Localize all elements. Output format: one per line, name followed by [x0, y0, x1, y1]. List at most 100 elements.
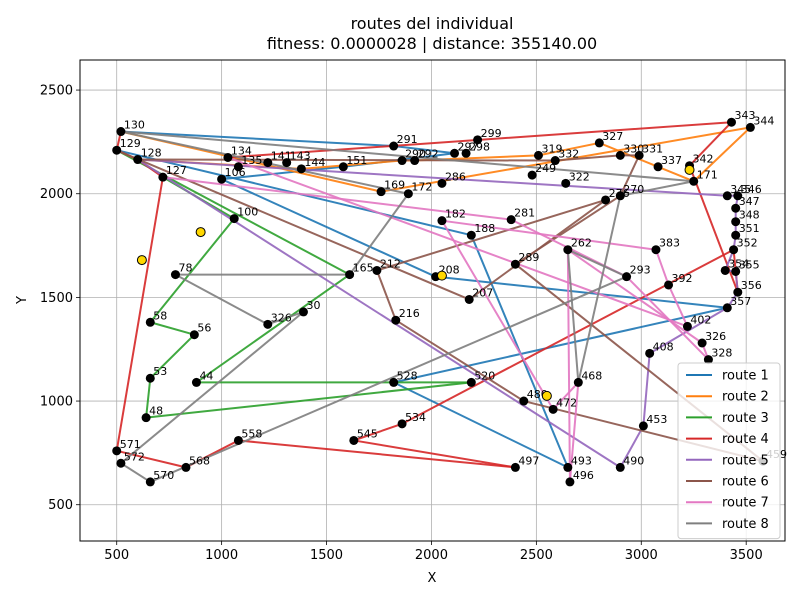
- route-segment: [149, 275, 628, 483]
- route-segment: [115, 449, 187, 469]
- customer-point: [550, 156, 560, 166]
- customer-point-label: 348: [739, 209, 760, 222]
- route-segment: [552, 381, 580, 411]
- customer-point: [338, 162, 348, 172]
- customer-point: [158, 172, 168, 182]
- customer-point: [682, 321, 692, 331]
- customer-point-label: 100: [237, 206, 258, 219]
- route-segment: [348, 192, 410, 276]
- customer-point: [116, 458, 126, 468]
- customer-point: [397, 156, 407, 166]
- plot-frame: [79, 59, 786, 542]
- customer-point: [145, 373, 155, 383]
- customer-point-label: 472: [556, 396, 577, 409]
- customer-point: [563, 462, 573, 472]
- customer-point-label: 343: [734, 109, 755, 122]
- route-segment: [434, 275, 729, 309]
- customer-point: [729, 245, 739, 255]
- x-tick-label: 1000: [205, 548, 238, 563]
- customer-point: [745, 122, 755, 132]
- customer-point: [563, 245, 573, 255]
- customer-point-label: 78: [178, 262, 192, 275]
- route-segment: [161, 176, 513, 221]
- customer-point: [282, 158, 292, 168]
- customer-point-label: 332: [558, 148, 579, 161]
- legend-label: route 2: [722, 390, 769, 405]
- route-segment: [352, 422, 404, 442]
- depot-point: [541, 390, 552, 401]
- customer-point-label: 571: [120, 438, 141, 451]
- customer-point: [263, 158, 273, 168]
- route-segment: [119, 130, 395, 148]
- customer-point: [112, 446, 122, 456]
- customer-point: [141, 413, 151, 423]
- customer-point: [349, 435, 359, 445]
- customer-point: [731, 230, 741, 240]
- customer-point-label: 327: [602, 130, 623, 143]
- y-tick-label: 2500: [40, 84, 73, 99]
- customer-point-label: 392: [672, 272, 693, 285]
- route-segment: [136, 158, 622, 469]
- legend-label: route 4: [722, 432, 769, 447]
- customer-point-label: 331: [642, 142, 663, 155]
- customer-point: [345, 270, 355, 280]
- axis-ticks: 500 1000 1500 2000 2500 3000 3500 500 1000 1500 20…: [40, 84, 763, 563]
- customer-point-label: 572: [124, 450, 145, 463]
- customer-point-label: 545: [357, 427, 378, 440]
- customer-point-label: 30: [306, 299, 320, 312]
- customer-point: [464, 294, 474, 304]
- customer-point-label: 298: [469, 140, 490, 153]
- x-tick-label: 500: [104, 548, 129, 563]
- customer-point-label: 383: [659, 237, 680, 250]
- route-segment: [625, 275, 710, 361]
- customer-point-label: 129: [120, 137, 141, 150]
- customer-point-label: 344: [753, 114, 774, 127]
- route-segment: [119, 462, 152, 483]
- customer-point: [731, 266, 741, 276]
- route-segment: [119, 130, 695, 183]
- customer-point: [548, 404, 558, 414]
- customer-point-label: 497: [518, 454, 539, 467]
- customer-point-label: 270: [623, 183, 644, 196]
- customer-point-label: 130: [124, 119, 145, 132]
- customer-point: [298, 307, 308, 317]
- customer-point: [622, 272, 632, 282]
- customer-point: [403, 189, 413, 199]
- customer-point-label: 216: [399, 307, 420, 320]
- customer-point: [466, 377, 476, 387]
- customer-point-label: 171: [697, 168, 718, 181]
- customer-point: [615, 191, 625, 201]
- legend-box: [677, 362, 781, 540]
- x-tick-label: 1500: [310, 548, 343, 563]
- route-segment: [394, 319, 525, 403]
- customer-point-label: 352: [737, 237, 758, 250]
- legend-label: route 6: [722, 475, 769, 490]
- route-segment: [566, 248, 571, 483]
- customer-point: [651, 245, 661, 255]
- route-segment: [514, 194, 622, 266]
- route-segment: [220, 178, 437, 278]
- customer-point-label: 528: [397, 369, 418, 382]
- customer-point-label: 408: [653, 340, 674, 353]
- route-segment: [642, 352, 651, 427]
- customer-point-label: 188: [474, 222, 495, 235]
- customer-point: [615, 150, 625, 160]
- customer-point: [697, 338, 707, 348]
- customer-point: [689, 176, 699, 186]
- customer-point-label: 182: [445, 208, 466, 221]
- customer-point-label: 496: [573, 469, 594, 482]
- y-tick-label: 1500: [40, 291, 73, 306]
- customer-point: [437, 178, 447, 188]
- customer-point: [645, 348, 655, 358]
- customer-point: [664, 280, 674, 290]
- customer-point-label: 520: [474, 369, 495, 382]
- customer-point: [561, 178, 571, 188]
- customer-point: [473, 135, 483, 145]
- customer-point: [181, 462, 191, 472]
- customer-point: [263, 319, 273, 329]
- legend-label: route 3: [722, 411, 769, 426]
- legend: route 1 route 2 route 3 route 4 route 5 route…: [677, 362, 781, 540]
- route-segment: [566, 248, 580, 384]
- customer-point: [720, 265, 730, 275]
